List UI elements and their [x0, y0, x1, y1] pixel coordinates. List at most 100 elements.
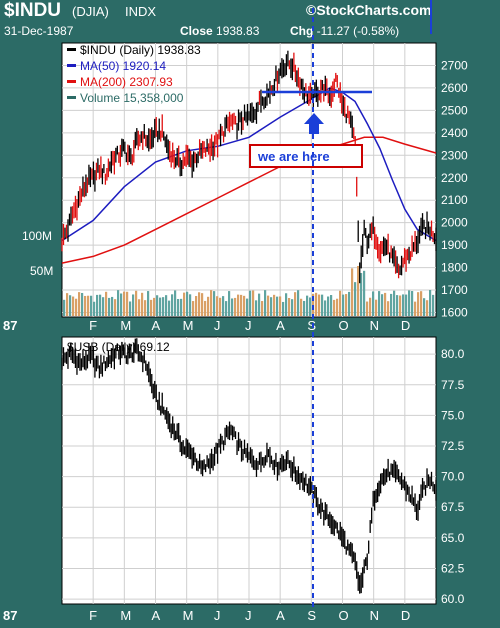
upper-y-tick-label: 2200	[441, 171, 468, 185]
upper-legend-entry: MA(200) 2307.93	[80, 75, 173, 89]
volume-bar	[210, 290, 213, 316]
volume-bar	[204, 300, 207, 316]
volume-bar	[171, 294, 174, 316]
volume-bar	[291, 299, 294, 316]
volume-bar	[240, 294, 243, 316]
lower-month-label: D	[401, 608, 410, 623]
legend-swatch	[67, 48, 76, 51]
volume-bar	[249, 290, 252, 316]
annotation-text: we are here	[257, 149, 330, 164]
lower-month-label: A	[152, 608, 161, 623]
volume-bar	[66, 293, 69, 316]
volume-bar	[393, 290, 396, 316]
upper-legend-entry: Volume 15,358,000	[80, 91, 184, 105]
volume-bar	[294, 292, 297, 316]
upper-legend-entry: MA(50) 1920.14	[80, 59, 166, 73]
upper-y-tick-label: 2100	[441, 193, 468, 207]
volume-bar	[102, 297, 105, 316]
volume-bar	[345, 294, 348, 316]
lower-month-label: S	[307, 608, 316, 623]
volume-bar	[270, 297, 273, 316]
upper-y-tick-label: 1900	[441, 238, 468, 252]
volume-bar	[186, 291, 189, 316]
volume-bar	[99, 294, 102, 316]
volume-bar	[222, 296, 225, 316]
volume-bar	[342, 294, 345, 316]
volume-bar	[414, 301, 417, 316]
chg-label: Chg	[290, 24, 314, 38]
volume-bar	[357, 266, 360, 316]
volume-bar	[198, 292, 201, 316]
volume-bar	[363, 270, 366, 316]
volume-bar	[300, 298, 303, 316]
volume-bar	[384, 292, 387, 316]
volume-bar	[132, 294, 135, 316]
volume-bar	[111, 296, 114, 316]
upper-legend-entry: $INDU (Daily) 1938.83	[80, 43, 201, 57]
volume-bar	[174, 290, 177, 316]
volume-bar	[339, 290, 342, 316]
volume-bar	[369, 297, 372, 316]
upper-y-tick-label: 2700	[441, 58, 468, 72]
upper-month-label: S	[307, 318, 316, 333]
volume-bar	[411, 291, 414, 316]
volume-bar	[378, 291, 381, 316]
volume-bar	[261, 301, 264, 316]
upper-month-label: O	[339, 318, 349, 333]
close-quote: Close 1938.83	[180, 24, 259, 38]
lower-y-tick-label: 80.0	[441, 347, 465, 361]
volume-bar	[258, 293, 261, 316]
volume-bar	[429, 290, 432, 316]
volume-bar	[141, 292, 144, 316]
volume-bar	[315, 292, 318, 316]
volume-tick-label: 100M	[22, 229, 52, 243]
volume-bar	[108, 297, 111, 316]
upper-month-label: N	[370, 318, 379, 333]
volume-bar	[228, 291, 231, 316]
volume-bar	[324, 300, 327, 316]
symbol-title: $INDU	[4, 0, 62, 21]
volume-bar	[264, 290, 267, 316]
upper-month-label: M	[183, 318, 194, 333]
upper-month-label: J	[245, 318, 252, 333]
volume-bar	[366, 301, 369, 316]
volume-bar	[330, 295, 333, 316]
upper-y-tick-label: 2500	[441, 103, 468, 117]
volume-bar	[105, 291, 108, 316]
volume-bar	[336, 298, 339, 316]
volume-bar	[354, 282, 357, 316]
volume-bar	[189, 294, 192, 316]
volume-bar	[432, 294, 435, 316]
lower-month-label: M	[120, 608, 131, 623]
volume-bar	[75, 298, 78, 316]
volume-bar	[138, 299, 141, 316]
volume-bar	[375, 299, 378, 316]
volume-bar	[312, 293, 315, 316]
legend-swatch	[67, 96, 76, 99]
brand-logo: ©StockCharts.com	[306, 2, 432, 18]
lower-month-label: N	[370, 608, 379, 623]
volume-bar	[144, 300, 147, 316]
volume-bar	[96, 294, 99, 316]
volume-bar	[117, 290, 120, 316]
volume-bar	[126, 291, 129, 316]
legend-swatch	[67, 64, 76, 67]
upper-month-label: A	[276, 318, 285, 333]
volume-bar	[372, 291, 375, 316]
volume-bar	[147, 291, 150, 316]
up-arrow-icon	[304, 113, 324, 134]
upper-y-tick-label: 1600	[441, 306, 468, 320]
upper-y-tick-label: 2000	[441, 216, 468, 230]
volume-bar	[225, 301, 228, 316]
volume-bar	[213, 291, 216, 316]
volume-bar	[276, 296, 279, 316]
volume-bar	[90, 295, 93, 316]
upper-y-tick-label: 2400	[441, 126, 468, 140]
lower-legend-entry: $USB (Daily) 69.12	[67, 340, 170, 354]
volume-bar	[69, 295, 72, 316]
volume-bar	[195, 296, 198, 316]
volume-bar	[216, 296, 219, 316]
legend-swatch	[67, 80, 76, 83]
volume-bar	[231, 298, 234, 316]
